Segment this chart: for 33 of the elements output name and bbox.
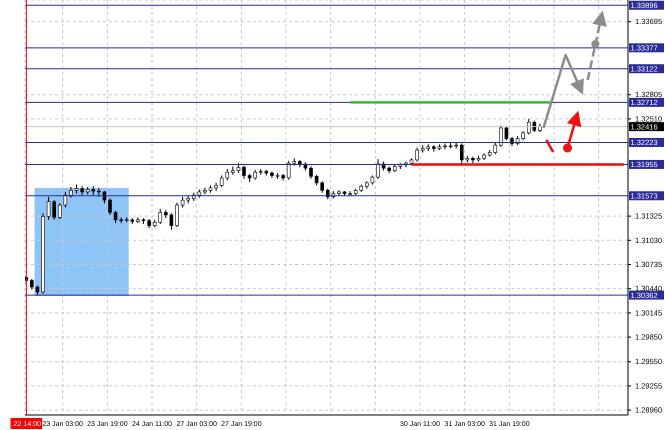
candlestick: [52, 200, 56, 220]
candlestick: [180, 196, 184, 208]
candlestick: [102, 190, 106, 204]
candlestick: [30, 278, 34, 290]
candlestick: [499, 124, 503, 148]
candlestick: [58, 202, 62, 220]
candlestick: [521, 130, 525, 141]
candlestick: [220, 175, 224, 188]
candlestick: [376, 158, 380, 180]
candlestick: [415, 147, 419, 162]
candlestick: [91, 186, 96, 196]
candlestick: [147, 218, 151, 229]
candlestick: [46, 196, 50, 220]
candlestick: [504, 126, 508, 141]
candlestick: [114, 210, 118, 224]
candlestick: [80, 186, 84, 196]
candlestick: [69, 186, 73, 198]
candlestick: [493, 142, 498, 155]
candlestick: [320, 180, 324, 194]
candlestick: [309, 166, 313, 180]
candlestick: [74, 184, 78, 194]
candlestick: [170, 212, 174, 230]
candlestick: [175, 202, 179, 228]
candlestick: [225, 168, 230, 181]
candlestick: [158, 208, 162, 224]
candlestick: [236, 162, 240, 174]
candlestick: [314, 174, 318, 186]
candlestick: [253, 169, 257, 180]
candlestick: [370, 175, 374, 186]
candlestick: [36, 284, 40, 296]
candlestick: [286, 160, 290, 180]
candlestick: [242, 165, 246, 180]
candlestick: [108, 198, 112, 216]
